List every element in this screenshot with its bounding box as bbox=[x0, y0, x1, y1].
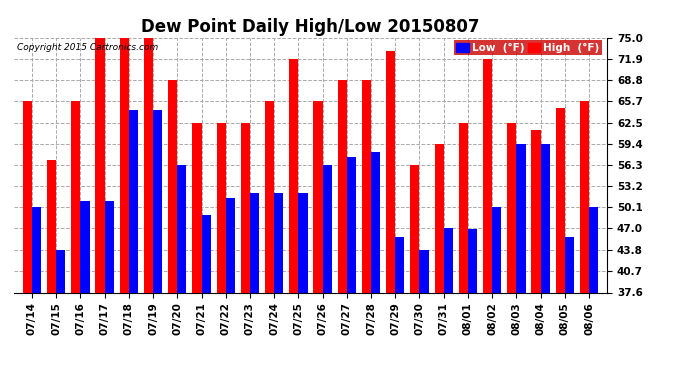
Bar bbox=[395, 237, 404, 375]
Bar bbox=[177, 165, 186, 375]
Bar bbox=[435, 144, 444, 375]
Bar bbox=[298, 193, 308, 375]
Bar bbox=[193, 123, 201, 375]
Bar bbox=[516, 144, 526, 375]
Bar bbox=[32, 207, 41, 375]
Bar bbox=[217, 123, 226, 375]
Bar bbox=[444, 228, 453, 375]
Bar bbox=[71, 101, 81, 375]
Bar bbox=[250, 193, 259, 375]
Bar bbox=[420, 250, 428, 375]
Bar bbox=[23, 101, 32, 375]
Bar bbox=[492, 207, 502, 375]
Bar bbox=[144, 38, 153, 375]
Bar bbox=[241, 123, 250, 375]
Bar bbox=[265, 101, 274, 375]
Title: Dew Point Daily High/Low 20150807: Dew Point Daily High/Low 20150807 bbox=[141, 18, 480, 36]
Text: Copyright 2015 Cartronics.com: Copyright 2015 Cartronics.com bbox=[17, 43, 158, 52]
Bar bbox=[540, 144, 550, 375]
Bar bbox=[362, 80, 371, 375]
Bar bbox=[483, 58, 492, 375]
Bar bbox=[386, 51, 395, 375]
Bar bbox=[274, 193, 284, 375]
Bar bbox=[168, 80, 177, 375]
Bar bbox=[289, 58, 298, 375]
Bar bbox=[226, 198, 235, 375]
Bar bbox=[323, 165, 332, 375]
Bar bbox=[565, 237, 574, 375]
Bar bbox=[56, 250, 66, 375]
Bar bbox=[589, 207, 598, 375]
Bar bbox=[313, 101, 323, 375]
Bar bbox=[153, 110, 162, 375]
Bar bbox=[347, 157, 356, 375]
Bar bbox=[337, 80, 347, 375]
Bar bbox=[371, 152, 380, 375]
Bar bbox=[47, 160, 56, 375]
Bar bbox=[411, 165, 420, 375]
Bar bbox=[81, 201, 90, 375]
Bar bbox=[95, 38, 105, 375]
Bar bbox=[119, 38, 129, 375]
Bar bbox=[555, 108, 565, 375]
Bar bbox=[201, 215, 210, 375]
Bar bbox=[105, 201, 114, 375]
Bar bbox=[507, 123, 516, 375]
Bar bbox=[129, 110, 138, 375]
Legend: Low  (°F), High  (°F): Low (°F), High (°F) bbox=[453, 40, 602, 56]
Bar bbox=[468, 229, 477, 375]
Bar bbox=[459, 123, 468, 375]
Bar bbox=[580, 101, 589, 375]
Bar bbox=[531, 129, 540, 375]
